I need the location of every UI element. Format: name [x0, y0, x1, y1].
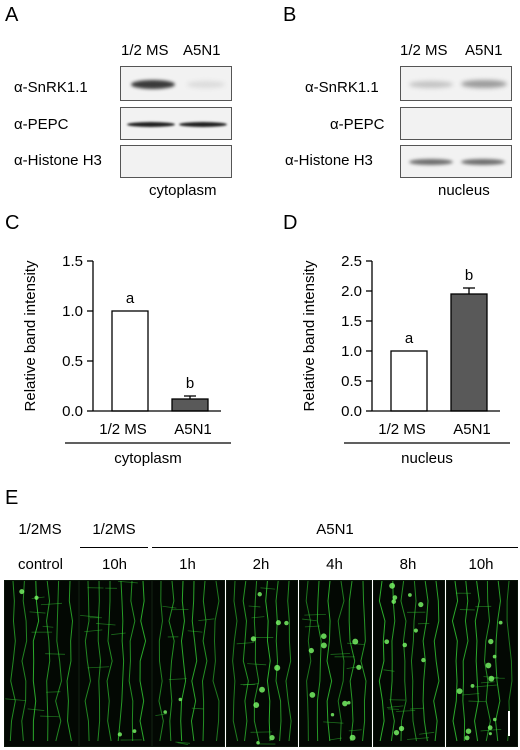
panel-label-b: B	[283, 4, 297, 26]
root-fluorescence-image	[299, 580, 372, 747]
root-fluorescence-image	[4, 580, 79, 747]
significance-letter: b	[186, 375, 194, 392]
group-label: cytoplasm	[114, 450, 182, 467]
panel-label-a: A	[5, 4, 19, 26]
y-tick-label: 1.0	[341, 343, 362, 360]
y-tick-label: 1.0	[62, 303, 83, 320]
blot-strip-histone	[400, 145, 512, 178]
lane-label-half-ms: 1/2 MS	[121, 42, 169, 59]
lane-label-a5n1: A5N1	[465, 42, 503, 59]
blot-strip-pepc	[400, 107, 512, 140]
x-tick-label: A5N1	[453, 421, 491, 438]
time-label: 10h	[468, 556, 494, 573]
y-axis-label: Relative band intensity	[301, 260, 318, 411]
time-label: 4h	[326, 556, 343, 573]
root-fluorescence-image	[373, 580, 445, 747]
bar	[111, 310, 149, 412]
bar	[450, 293, 488, 412]
row-label-histone: α-Histone H3	[14, 152, 102, 169]
blot-caption-cytoplasm: cytoplasm	[149, 182, 217, 199]
blot-strip-snrk	[400, 66, 512, 101]
significance-letter: a	[126, 290, 135, 307]
group-header-a5n1: A5N1	[316, 521, 354, 538]
group-header-half-ms: 1/2MS	[92, 521, 136, 538]
bar	[171, 398, 209, 412]
bar-chart-cytoplasm: 0.0 0.5 1.0 1.5 Relative band intensity a 1/2 …	[22, 253, 231, 467]
lane-label-half-ms: 1/2 MS	[400, 42, 448, 59]
time-label: 1h	[179, 556, 196, 573]
y-tick-label: 0.5	[341, 373, 362, 390]
y-tick-label: 0.5	[62, 353, 83, 370]
group-header-control: 1/2MS	[18, 521, 62, 538]
y-tick-label: 2.0	[341, 283, 362, 300]
blot-caption-nucleus: nucleus	[438, 182, 490, 199]
x-tick-label: 1/2 MS	[378, 421, 426, 438]
y-tick-label: 0.0	[341, 403, 362, 420]
row-label-snrk: α-SnRK1.1	[305, 79, 379, 96]
row-label-pepc: α-PEPC	[14, 116, 69, 133]
time-label: control	[17, 556, 64, 573]
row-label-histone: α-Histone H3	[285, 152, 373, 169]
lane-label-a5n1: A5N1	[183, 42, 221, 59]
y-axis-label: Relative band intensity	[22, 260, 39, 411]
significance-letter: b	[465, 267, 473, 284]
x-tick-label: 1/2 MS	[99, 421, 147, 438]
time-label: 2h	[252, 556, 270, 573]
root-fluorescence-image	[226, 580, 298, 747]
y-tick-label: 1.5	[341, 313, 362, 330]
time-label: 10h	[101, 556, 128, 573]
bar-chart-nucleus: 0.0 0.5 1.0 1.5 2.0 2.5 Relative band intensit…	[301, 253, 510, 467]
time-label: 8h	[399, 556, 417, 573]
panel-label-e: E	[5, 487, 19, 509]
blot-strip-histone	[120, 145, 232, 178]
y-tick-label: 0.0	[62, 403, 83, 420]
root-fluorescence-image	[79, 580, 152, 747]
y-tick-label: 1.5	[62, 253, 83, 270]
row-label-pepc: α-PEPC	[330, 116, 385, 133]
root-fluorescence-image	[152, 580, 225, 747]
blot-strip-pepc	[120, 107, 232, 140]
root-fluorescence-image	[446, 580, 518, 747]
panel-label-c: C	[5, 212, 20, 234]
bar	[390, 350, 428, 412]
row-label-snrk: α-SnRK1.1	[14, 79, 88, 96]
y-tick-label: 2.5	[341, 253, 362, 270]
group-underline-half-ms	[80, 547, 148, 548]
significance-letter: a	[405, 330, 414, 347]
group-label: nucleus	[401, 450, 453, 467]
blot-strip-snrk	[120, 66, 232, 101]
panel-label-d: D	[283, 212, 298, 234]
group-underline-a5n1	[152, 547, 518, 548]
x-tick-label: A5N1	[174, 421, 212, 438]
